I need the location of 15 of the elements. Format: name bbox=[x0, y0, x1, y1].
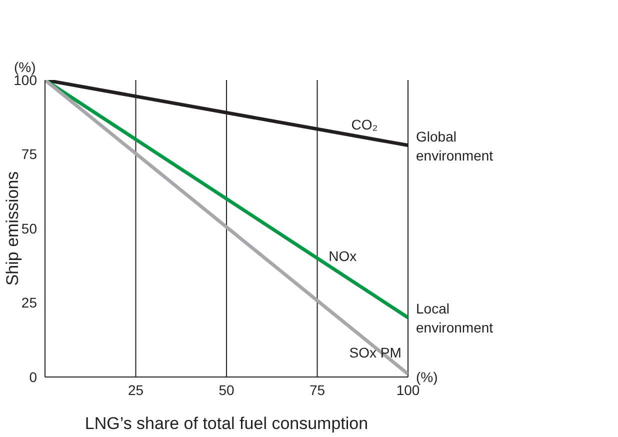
x-axis-title: LNG’s share of total fuel consumption bbox=[84, 414, 368, 433]
y-axis-title: Ship emissions bbox=[3, 171, 22, 286]
text: (%) bbox=[416, 369, 438, 385]
y-tick-label: 50 bbox=[21, 220, 38, 236]
y-tick-label: 0 bbox=[29, 368, 38, 385]
annotation: Local environment bbox=[416, 300, 494, 336]
x-tick-label: 25 bbox=[128, 382, 144, 398]
series-label: NOx bbox=[328, 248, 357, 264]
y-tick-label: 75 bbox=[21, 146, 38, 162]
series-label: CO₂ bbox=[351, 116, 378, 132]
annotation: Global environment bbox=[416, 128, 494, 164]
y-tick-label: 25 bbox=[21, 294, 38, 311]
x-tick-label: 75 bbox=[309, 382, 326, 398]
x-tick-label: 50 bbox=[218, 382, 234, 398]
series-label: SOx PM bbox=[349, 344, 402, 361]
